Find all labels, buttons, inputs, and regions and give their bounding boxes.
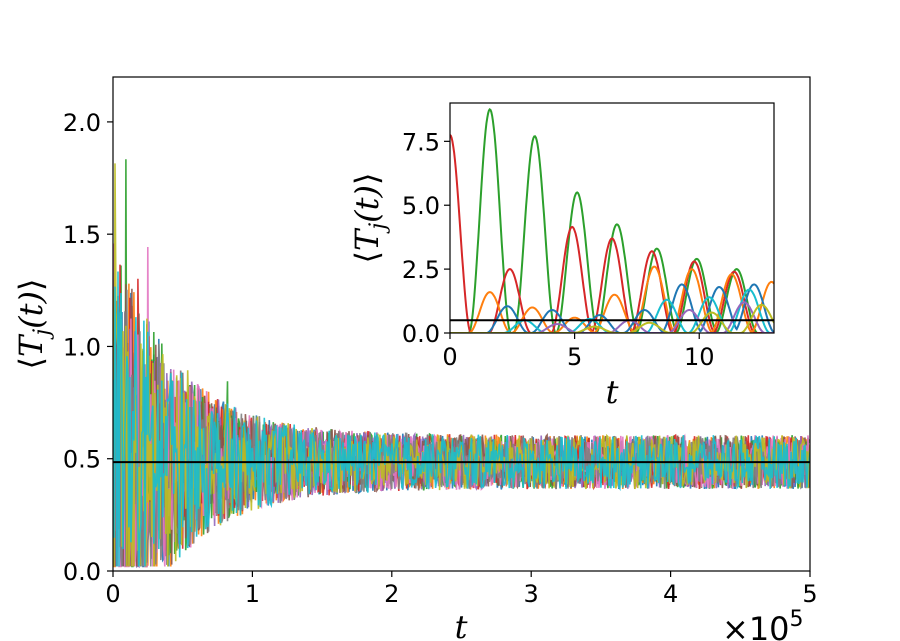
main-x-tick-label: 5: [802, 580, 817, 608]
main-y-axis-label: ⟨Tj(t)⟩: [12, 279, 55, 370]
main-series-line: [113, 271, 810, 567]
inset-plot-frame: [449, 102, 775, 334]
main-x-axis-label: t: [455, 608, 468, 641]
inset-x-tick-label: 10: [684, 343, 715, 371]
inset-x-tick-label: 0: [442, 343, 457, 371]
inset-y-tick-label: 5.0: [402, 192, 440, 220]
main-series-line: [113, 163, 810, 567]
main-x-ticks: 0 1 2 3 4 5: [105, 571, 818, 608]
inset-x-axis-label: t: [606, 373, 619, 411]
main-x-tick-label: 2: [384, 580, 399, 608]
main-plot-frame: [112, 76, 811, 572]
main-x-tick-label: 3: [524, 580, 539, 608]
main-y-ticks: 0.0 0.5 1.0 1.5 2.0: [63, 109, 113, 586]
inset-y-axis-label: ⟨Tj(t)⟩: [348, 173, 391, 264]
inset-y-tick-label: 2.5: [402, 256, 440, 284]
inset-series-line: [450, 288, 774, 333]
inset-chart: 0 5 10 0.0 2.5 5.0 7.5 t ⟨Tj(t)⟩: [348, 102, 775, 411]
main-x-tick-label: 1: [245, 580, 260, 608]
main-series-group: [113, 159, 810, 569]
inset-y-ticks: 0.0 2.5 5.0 7.5: [402, 128, 450, 348]
inset-x-tick-label: 5: [567, 343, 582, 371]
main-y-tick-label: 1.5: [63, 221, 101, 249]
main-x-tick-label: 0: [105, 580, 120, 608]
inset-y-tick-label: 0.0: [402, 320, 440, 348]
svg-text:⟨Tj(t)⟩: ⟨Tj(t)⟩: [348, 173, 391, 264]
svg-text:⟨Tj(t)⟩: ⟨Tj(t)⟩: [12, 279, 55, 370]
main-x-tick-label: 4: [663, 580, 678, 608]
inset-series-line: [450, 283, 774, 333]
inset-plot-area: [450, 103, 774, 333]
main-y-tick-label: 0.5: [63, 446, 101, 474]
main-y-tick-label: 1.0: [63, 333, 101, 361]
main-y-tick-label: 2.0: [63, 109, 101, 137]
inset-series-line: [450, 265, 774, 333]
main-x-offset-label: ×105: [722, 607, 804, 641]
inset-y-tick-label: 7.5: [402, 128, 440, 156]
inset-x-ticks: 0 5 10: [442, 333, 715, 371]
main-y-tick-label: 0.0: [63, 558, 101, 586]
